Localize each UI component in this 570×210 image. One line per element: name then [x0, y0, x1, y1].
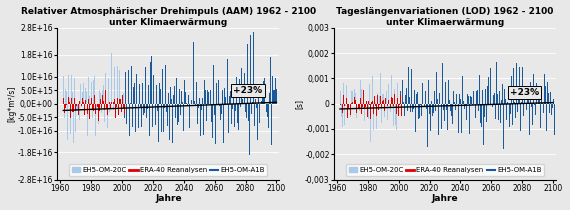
X-axis label: Jahre: Jahre [155, 194, 182, 203]
Legend: EH5-OM-20C, ERA-40 Reanalysen, EH5-OM-A1B: EH5-OM-20C, ERA-40 Reanalysen, EH5-OM-A1… [346, 164, 544, 176]
X-axis label: Jahre: Jahre [431, 194, 458, 203]
Title: Tageslängenvariationen (LOD) 1962 - 2100
unter Klimaerwärmung: Tageslängenvariationen (LOD) 1962 - 2100… [336, 7, 553, 27]
Legend: EH5-OM-20C, ERA-40 Reanalysen, EH5-OM-A1B: EH5-OM-20C, ERA-40 Reanalysen, EH5-OM-A1… [69, 164, 267, 176]
Text: +23%: +23% [510, 88, 539, 97]
Text: +23%: +23% [233, 86, 262, 95]
Title: Relativer Atmosphärischer Drehimpuls (AAM) 1962 - 2100
unter Klimaerwärmung: Relativer Atmosphärischer Drehimpuls (AA… [21, 7, 316, 27]
Y-axis label: [s]: [s] [295, 99, 304, 109]
Y-axis label: [kg*m²/s]: [kg*m²/s] [7, 85, 16, 122]
